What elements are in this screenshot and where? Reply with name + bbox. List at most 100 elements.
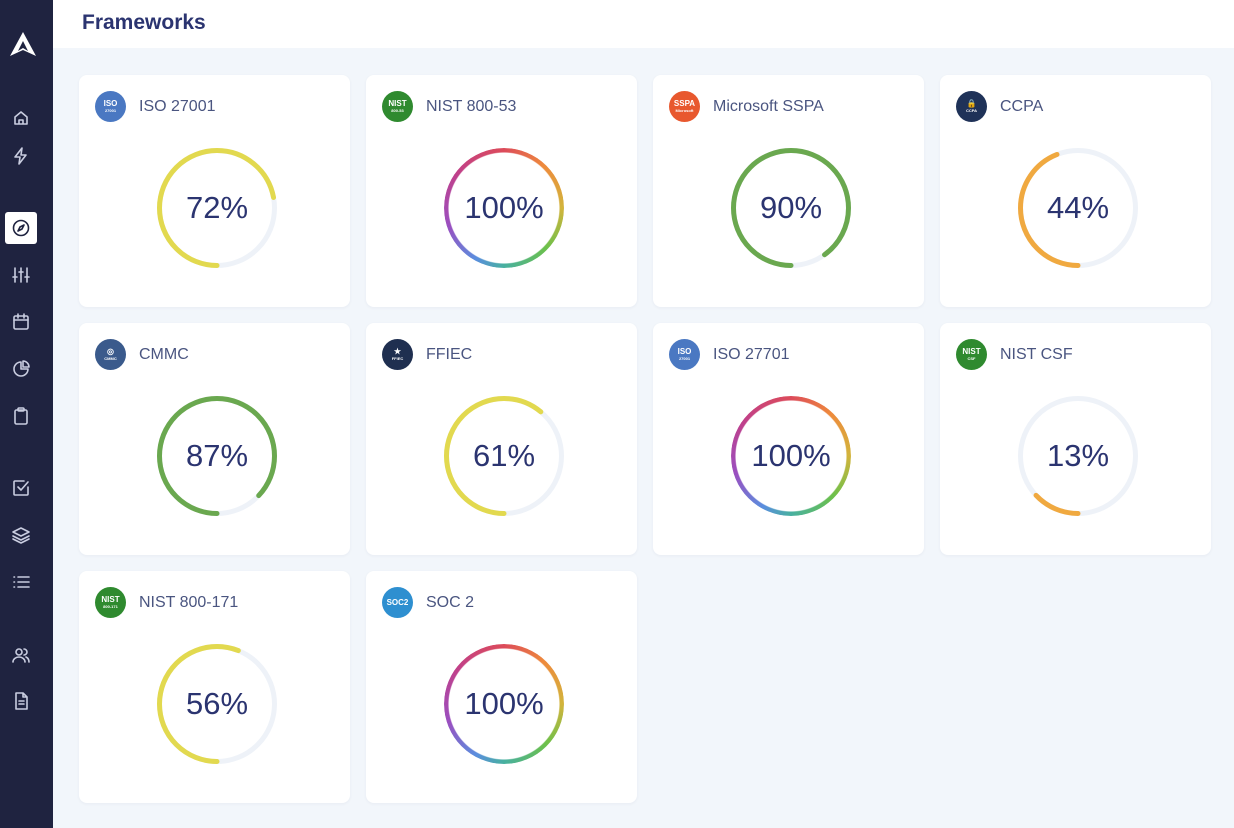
framework-logo-icon: ISO 27001 (669, 339, 700, 370)
badge-subtext: CSF (967, 356, 976, 361)
framework-logo-icon: ISO 27001 (95, 91, 126, 122)
badge-text: SSPA (673, 99, 696, 108)
documents-icon (15, 692, 28, 710)
sidebar-item-layers[interactable] (5, 519, 37, 551)
framework-logo-icon: ★ FFIEC (382, 339, 413, 370)
framework-name: ISO 27001 (139, 98, 216, 115)
progress-ring-fill (157, 148, 277, 268)
framework-logo-icon: ◎ CMMC (95, 339, 126, 370)
progress-ring-fill (444, 396, 564, 516)
badge-text: NIST (388, 99, 407, 108)
badge-subtext: CMMC (104, 356, 117, 361)
layers-icon (12, 527, 30, 544)
app-logo-icon[interactable] (9, 30, 37, 58)
progress-percent: 61% (472, 438, 536, 473)
progress-ring: 100% (731, 396, 851, 516)
sidebar-item-activity[interactable] (5, 140, 37, 172)
progress-percent: 44% (1046, 190, 1110, 225)
framework-card[interactable]: ◎ CMMC CMMC 87% (79, 323, 350, 555)
home-icon (14, 111, 28, 125)
sidebar-item-documents[interactable] (5, 685, 37, 717)
badge-text: ★ (393, 347, 402, 356)
progress-ring-fill (157, 644, 277, 764)
framework-card[interactable]: NIST CSF NIST CSF 13% (940, 323, 1211, 555)
header: Frameworks (53, 0, 1234, 48)
framework-card[interactable]: ★ FFIEC FFIEC 61% (366, 323, 637, 555)
progress-percent: 87% (185, 438, 249, 473)
controls-icon (12, 267, 30, 283)
badge-subtext: FFIEC (391, 356, 404, 361)
progress-ring-fill (731, 396, 851, 516)
framework-card[interactable]: SSPA Microsoft Microsoft SSPA 90% (653, 75, 924, 307)
progress-ring-fill (1018, 396, 1138, 516)
framework-name: NIST CSF (1000, 346, 1073, 363)
progress-ring: 61% (444, 396, 564, 516)
clipboard-icon (14, 407, 28, 425)
progress-ring: 90% (731, 148, 851, 268)
badge-subtext: CCPA (965, 108, 978, 113)
tasks-icon (13, 480, 29, 496)
sidebar-item-calendar[interactable] (5, 306, 37, 338)
framework-logo-icon: NIST CSF (956, 339, 987, 370)
framework-name: CCPA (1000, 98, 1044, 115)
sidebar-item-list[interactable] (5, 566, 37, 598)
users-icon (12, 648, 30, 663)
badge-subtext: 27001 (104, 108, 117, 113)
badge-subtext: 800-171 (103, 604, 118, 609)
progress-ring: 100% (444, 644, 564, 764)
framework-card[interactable]: SOC2 SOC 2 100% (366, 571, 637, 803)
progress-percent: 100% (751, 438, 831, 473)
framework-card[interactable]: ISO 27001 ISO 27001 72% (79, 75, 350, 307)
sidebar (0, 0, 53, 828)
progress-ring-fill (444, 644, 564, 764)
progress-ring: 44% (1018, 148, 1138, 268)
badge-text: ISO (677, 347, 692, 356)
sidebar-item-tasks[interactable] (5, 472, 37, 504)
framework-name: ISO 27701 (713, 346, 790, 363)
explore-icon (12, 219, 30, 237)
framework-name: Microsoft SSPA (713, 98, 824, 115)
framework-name: CMMC (139, 346, 189, 363)
progress-ring: 87% (157, 396, 277, 516)
progress-percent: 100% (464, 190, 544, 225)
progress-ring: 72% (157, 148, 277, 268)
badge-text: 🔒 (966, 99, 977, 108)
progress-percent: 72% (185, 190, 249, 225)
progress-ring: 100% (444, 148, 564, 268)
sidebar-item-explore[interactable] (5, 212, 37, 244)
calendar-icon (13, 313, 29, 330)
framework-card[interactable]: 🔒 CCPA CCPA 44% (940, 75, 1211, 307)
badge-text: NIST (101, 595, 120, 604)
badge-text: ISO (103, 99, 118, 108)
framework-card[interactable]: NIST 800-171 NIST 800-171 56% (79, 571, 350, 803)
progress-percent: 56% (185, 686, 249, 721)
framework-name: NIST 800-171 (139, 594, 239, 611)
sidebar-item-users[interactable] (5, 639, 37, 671)
activity-icon (14, 147, 27, 165)
list-icon (13, 576, 30, 588)
progress-ring: 13% (1018, 396, 1138, 516)
framework-card[interactable]: ISO 27001 ISO 27701 100% (653, 323, 924, 555)
progress-ring-fill (731, 148, 851, 268)
framework-card[interactable]: NIST 800-53 NIST 800-53 100% (366, 75, 637, 307)
progress-percent: 90% (759, 190, 823, 225)
progress-percent: 100% (464, 686, 544, 721)
page-title: Frameworks (82, 11, 206, 34)
sidebar-item-controls[interactable] (5, 259, 37, 291)
sidebar-item-reports[interactable] (5, 353, 37, 385)
progress-ring-fill (444, 148, 564, 268)
sidebar-item-clipboard[interactable] (5, 400, 37, 432)
framework-logo-icon: NIST 800-53 (382, 91, 413, 122)
progress-ring-fill (1018, 148, 1138, 268)
badge-subtext: 27001 (678, 356, 691, 361)
badge-text: ◎ (107, 347, 114, 356)
progress-ring-fill (157, 396, 277, 516)
framework-logo-icon: SSPA Microsoft (669, 91, 700, 122)
badge-text: NIST (962, 347, 981, 356)
badge-subtext: 800-53 (391, 108, 404, 113)
reports-icon (13, 360, 30, 377)
sidebar-item-home[interactable] (5, 101, 37, 133)
framework-logo-icon: NIST 800-171 (95, 587, 126, 618)
badge-text: SOC2 (386, 597, 409, 607)
framework-name: NIST 800-53 (426, 98, 517, 115)
